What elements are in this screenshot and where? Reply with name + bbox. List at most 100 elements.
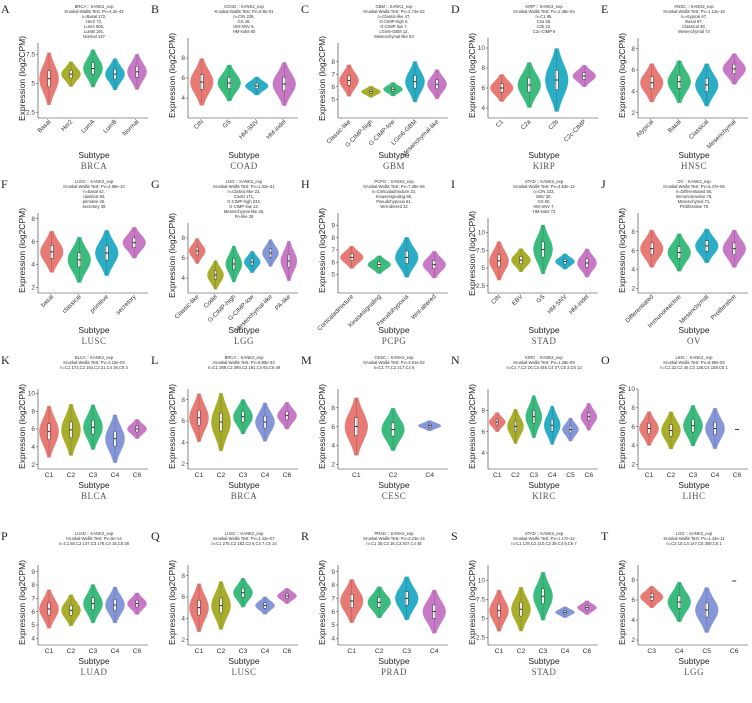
x-tick-label: CIN xyxy=(490,293,502,305)
y-tick-label: 2.5 xyxy=(26,109,35,116)
y-axis-label: Expression (log2CPM) xyxy=(17,383,27,469)
y-tick-label: 10 xyxy=(628,386,636,393)
y-axis-label: Expression (log2CPM) xyxy=(317,207,327,293)
y-tick-label: 7 xyxy=(331,596,335,603)
y-tick-label: 2.5 xyxy=(476,283,485,290)
y-axis-label: Expression (log2CPM) xyxy=(167,212,177,298)
y-tick-label: 4 xyxy=(631,267,635,274)
y-tick-label: 2 xyxy=(31,462,35,469)
y-tick-label: 6 xyxy=(181,75,185,82)
x-tick-label: C6 xyxy=(283,472,292,479)
panel-title: LUSC :: KANK2_exp Kruskal-Wallis Test: P… xyxy=(63,179,125,209)
y-tick-label: 4 xyxy=(481,105,485,112)
panel-C: C GBM :: KANK2_exp Kruskal-Wallis Test: P… xyxy=(300,0,450,175)
panel-letter: S xyxy=(451,529,458,543)
y-tick-label: 8 xyxy=(481,408,485,415)
x-axis-label: Subtype xyxy=(678,150,710,160)
x-axis-label: Subtype xyxy=(528,656,560,666)
y-tick-label: 10 xyxy=(478,229,486,236)
panel-D: D KIRP :: KANK2_exp Kruskal-Wallis Test: … xyxy=(450,0,600,175)
y-axis-label: Expression (log2CPM) xyxy=(317,35,327,121)
y-axis-label: Expression (log2CPM) xyxy=(167,383,177,469)
y-tick-label: 2 xyxy=(631,110,635,117)
x-tick-label: C6 xyxy=(733,472,742,479)
panel-B: B COAD :: KANK2_exp Kruskal-Wallis Test: … xyxy=(150,0,300,175)
y-tick-label: 7.5 xyxy=(476,596,485,603)
x-tick-label: PA-like xyxy=(274,293,293,312)
cancer-type-caption: LGG xyxy=(234,336,254,346)
violin-plot-svg: 2 4 6 8 C1 C2 C4 xyxy=(331,389,448,479)
violin-plot-svg: 4 5 6 7 8 9 C1 C2 C3 C4 C6 xyxy=(31,565,148,655)
x-tick-label: C4 xyxy=(425,472,434,479)
y-tick-label: 8 xyxy=(331,59,335,66)
x-tick-label: C1 xyxy=(347,648,356,655)
x-tick-label: C3 xyxy=(529,472,538,479)
x-tick-label: C4 xyxy=(711,472,720,479)
x-tick-label: C4 xyxy=(430,648,439,655)
panel-title: STAD :: KANK2_exp Kruskal-Wallis Test: P… xyxy=(513,179,575,214)
y-tick-label: 6 xyxy=(31,239,35,246)
x-tick-label: C1 xyxy=(495,648,504,655)
violin-plot-svg: 2 4 6 8 C1 C2 C3 C4 C6 xyxy=(181,389,298,479)
x-tick-label: GS xyxy=(535,293,546,304)
y-tick-label: 6 xyxy=(331,84,335,91)
panel-F: F LUSC :: KANK2_exp Kruskal-Wallis Test: … xyxy=(0,175,150,350)
x-tick-label: C3 xyxy=(89,648,98,655)
y-tick-label: 8 xyxy=(181,397,185,404)
x-axis-label: Subtype xyxy=(78,480,110,490)
x-tick-label: C6 xyxy=(283,648,292,655)
y-axis-label: Expression (log2CPM) xyxy=(467,32,477,118)
y-axis-label: Expression (log2CPM) xyxy=(467,383,477,469)
y-tick-label: 8 xyxy=(631,46,635,53)
x-tick-label: Basal xyxy=(667,118,683,134)
x-tick-label: C6 xyxy=(584,472,593,479)
cancer-type-caption: CESC xyxy=(381,491,407,501)
x-tick-label: Classic-like xyxy=(174,293,201,320)
x-tick-label: C1 xyxy=(645,472,654,479)
y-axis-label: Expression (log2CPM) xyxy=(317,383,327,469)
y-tick-label: 4 xyxy=(181,616,185,623)
y-tick-label: 6 xyxy=(331,424,335,431)
y-tick-label: 8 xyxy=(481,65,485,72)
x-tick-label: Mesenchymal xyxy=(678,293,710,325)
y-tick-label: 6 xyxy=(181,594,185,601)
x-tick-label: HM-indel xyxy=(568,293,590,315)
y-axis-label: Expression (log2CPM) xyxy=(317,559,327,645)
y-tick-label: 6 xyxy=(481,85,485,92)
violin-plot-svg: 2.5 5 7.5 10 C1 C2 C3 C4 C6 xyxy=(476,565,598,655)
panel-letter: C xyxy=(301,2,310,16)
cancer-type-caption: STAD xyxy=(531,667,557,677)
y-tick-label: 2 xyxy=(631,285,635,292)
y-axis-label: Expression (log2CPM) xyxy=(167,559,177,645)
panel-I: I STAD :: KANK2_exp Kruskal-Wallis Test: … xyxy=(450,175,600,350)
y-tick-label: 4 xyxy=(631,443,635,450)
y-tick-label: 4 xyxy=(181,440,185,447)
x-tick-label: C1 xyxy=(493,472,502,479)
y-tick-label: 8 xyxy=(181,573,185,580)
panel-title: BLCA :: KANK2_exp Kruskal-Wallis Test: P… xyxy=(60,355,128,370)
panel-letter: R xyxy=(301,529,310,543)
violin-plot-svg: 2 4 6 8 basal classical primitive secretory xyxy=(31,213,148,316)
y-axis-label: Expression (log2CPM) xyxy=(467,559,477,645)
y-tick-label: 10 xyxy=(478,45,486,52)
panel-T: T LGG :: KANK2_exp Kruskal-Wallis Test: P… xyxy=(600,527,750,702)
y-tick-label: 7.5 xyxy=(26,52,35,59)
panel-L: L BRCA :: KANK2_exp Kruskal-Wallis Test: … xyxy=(150,351,300,526)
panel-letter: A xyxy=(1,2,10,16)
x-axis-label: Subtype xyxy=(228,480,260,490)
panel-O: O LIHC :: KANK2_exp Kruskal-Wallis Test: … xyxy=(600,351,750,526)
panel-title: COAD :: KANK2_exp Kruskal-Wallis Test: P… xyxy=(214,4,274,34)
panel-letter: M xyxy=(301,353,312,367)
x-axis-label: Subtype xyxy=(228,325,260,335)
x-axis-label: Subtype xyxy=(78,150,110,160)
y-tick-label: 6 xyxy=(31,426,35,433)
cancer-type-caption: BLCA xyxy=(80,491,107,501)
x-tick-label: Classical xyxy=(688,118,710,140)
x-tick-label: C4 xyxy=(261,472,270,479)
x-axis-label: Subtype xyxy=(528,150,560,160)
panel-letter: G xyxy=(151,177,160,191)
x-tick-label: HM-SNV xyxy=(238,118,261,141)
x-tick-label: EBV xyxy=(511,293,525,307)
x-tick-label: CIN xyxy=(193,118,205,130)
panel-title: BRCA :: KANK2_exp Kruskal-Wallis Test: P… xyxy=(64,4,124,39)
